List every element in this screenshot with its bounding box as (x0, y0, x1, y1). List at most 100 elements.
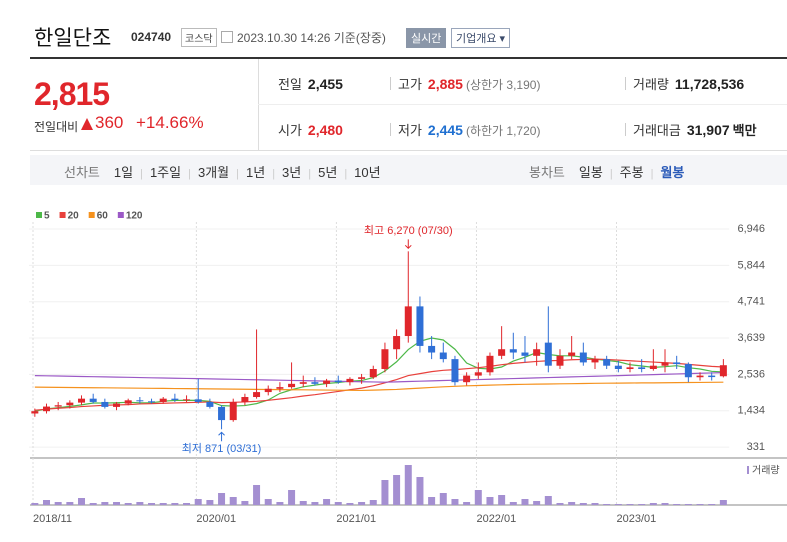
period-tab[interactable]: 일봉 (578, 165, 603, 180)
candle-body (171, 398, 179, 400)
volume-bar (579, 503, 587, 505)
period-tab[interactable]: 1년 (245, 165, 266, 180)
stat-label: 전일 (278, 77, 302, 92)
candle-body (684, 364, 692, 378)
candle-body (486, 355, 494, 373)
current-price: 2,815 (34, 76, 110, 112)
volume-bar (218, 493, 226, 505)
volume-bar (229, 497, 237, 505)
period-tab[interactable]: 3년 (282, 165, 302, 180)
tab-group-label: 선차트 (64, 165, 100, 180)
legend-swatch (59, 212, 66, 218)
period-tab[interactable]: 1주일 (149, 165, 182, 180)
candle-body (661, 362, 669, 366)
candle-body (78, 398, 86, 403)
y-tick-label: 1,434 (737, 405, 765, 417)
stat-separator (390, 123, 391, 136)
volume-bar (43, 500, 51, 505)
period-tab[interactable]: 5년 (318, 165, 338, 180)
candle-body (614, 365, 622, 369)
stat-note: (하한가 1,720) (465, 124, 541, 138)
period-tab[interactable]: 주봉 (619, 165, 644, 180)
volume-bar (521, 499, 529, 505)
volume-bar (54, 502, 62, 505)
realtime-button[interactable]: 실시간 (406, 28, 447, 48)
volume-bar (183, 503, 191, 505)
volume-bar (404, 465, 412, 505)
volume-bar (101, 502, 109, 505)
candle-body (463, 375, 471, 383)
volume-bar (451, 499, 459, 505)
candle-body (276, 387, 284, 389)
period-tab[interactable]: 월봉 (660, 165, 685, 180)
candle-body (533, 349, 541, 356)
candle-body (673, 362, 681, 365)
volume-bar (206, 500, 214, 505)
x-tick-label: 2022/01 (476, 513, 516, 525)
volume-bar (358, 502, 366, 505)
tab-separator: | (140, 168, 143, 180)
volume-bar (194, 499, 202, 505)
volume-bar (124, 503, 132, 505)
volume-bar (708, 504, 716, 505)
stat-note: (상한가 3,190) (465, 78, 541, 92)
volume-bar (463, 502, 471, 505)
candle-body (521, 352, 529, 356)
candle-body (626, 367, 634, 369)
candle-body (136, 400, 144, 402)
period-tab[interactable]: 3개월 (197, 165, 230, 180)
candle-body (404, 306, 412, 337)
candle-body (474, 372, 482, 376)
change-label: 전일대비 (34, 120, 79, 134)
tab-bar (30, 155, 787, 185)
legend-label: 120 (126, 211, 143, 222)
volume-bar (696, 504, 704, 505)
legend-swatch (88, 212, 95, 218)
candle-body (696, 375, 704, 378)
change-rate: +14.66% (136, 113, 204, 132)
period-tab[interactable]: 1일 (113, 165, 134, 180)
stat-label: 고가 (398, 77, 422, 92)
y-tick-label: 6,946 (737, 223, 765, 235)
candle-body (264, 388, 272, 393)
annotation: 최저 871 (03/31) (182, 442, 262, 455)
volume-bar (428, 497, 436, 505)
candle-body (649, 365, 657, 369)
candle-body (638, 367, 646, 369)
candle-body (416, 306, 424, 346)
volume-bar (299, 501, 307, 505)
y-tick-label: 2,536 (737, 368, 765, 380)
candle-body (148, 401, 156, 403)
stock-code: 024740 (131, 30, 172, 44)
candle-body (323, 380, 331, 384)
candle-body (708, 375, 716, 378)
header-rule (30, 57, 787, 59)
x-tick-label: 2020/01 (196, 513, 236, 525)
volume-bar (603, 504, 611, 505)
company-info-dropdown[interactable]: 기업개요 ▾ (451, 28, 511, 48)
volume-bar (393, 475, 401, 505)
candle-body (124, 400, 132, 404)
volume-bar (684, 504, 692, 505)
volume-bar (556, 503, 564, 505)
volume-bar (591, 503, 599, 505)
volume-bar (113, 502, 121, 505)
candle-body (31, 411, 39, 414)
volume-bar (264, 499, 272, 505)
volume-bar (148, 503, 156, 505)
up-triangle (81, 118, 93, 130)
timestamp: 2023.10.30 14:26 기준(장중) (237, 31, 386, 45)
volume-bar (719, 500, 727, 505)
candle-body (101, 401, 109, 407)
candle-body (603, 359, 611, 366)
volume-bar (276, 502, 284, 505)
volume-bar (544, 496, 552, 505)
candle-body (241, 397, 249, 402)
annotation: 최고 6,270 (07/30) (364, 224, 453, 237)
period-tab[interactable]: 10년 (354, 165, 381, 180)
volume-bar (346, 503, 354, 505)
candle-body (89, 398, 97, 402)
candle-body (194, 399, 202, 402)
